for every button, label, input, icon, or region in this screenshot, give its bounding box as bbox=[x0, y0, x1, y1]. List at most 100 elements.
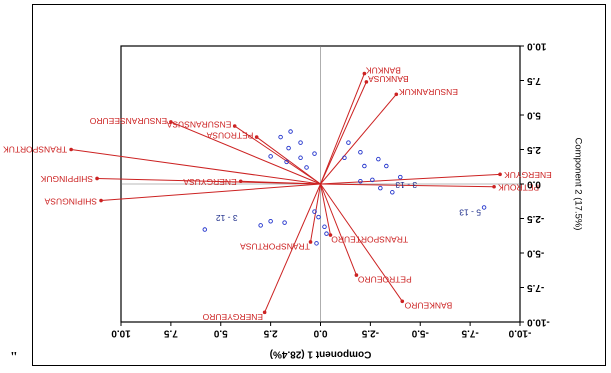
observation-point bbox=[202, 227, 208, 232]
chart-frame bbox=[32, 4, 606, 366]
observation-point bbox=[268, 154, 273, 159]
observation-point bbox=[481, 205, 487, 210]
loading-label-bankusa: BANKUSA bbox=[368, 74, 409, 84]
loading-vector-transportuk bbox=[71, 149, 321, 185]
x-tick-label: -2.5 bbox=[361, 327, 379, 338]
observation-point bbox=[314, 241, 319, 246]
y-tick-label: -2.5 bbox=[527, 213, 545, 224]
y-tick-label: -7.5 bbox=[527, 282, 545, 293]
loading-vector-bankuk bbox=[320, 73, 365, 185]
x-axis-label: Component 1 (28.4%) bbox=[270, 348, 372, 359]
x-tick-label: 7.5 bbox=[163, 327, 177, 338]
observation-point bbox=[324, 231, 329, 236]
x-tick-label: 2.5 bbox=[263, 327, 277, 338]
loading-tip-petrouk bbox=[492, 184, 496, 189]
loading-vector-petrousa bbox=[256, 136, 321, 185]
y-tick-label: 5.0 bbox=[527, 109, 541, 120]
loading-tip-bankusa bbox=[364, 80, 369, 84]
loading-tip-bankeuro bbox=[400, 299, 405, 304]
loading-tip-ensuransusa bbox=[232, 124, 237, 128]
loading-vector-shipingusa bbox=[101, 183, 321, 202]
observation-point bbox=[282, 220, 287, 225]
loading-tip-bankuk bbox=[362, 71, 367, 76]
x-tick-label: 5.0 bbox=[213, 327, 227, 338]
observation-point bbox=[304, 165, 309, 170]
loading-tip-transportusa bbox=[308, 240, 313, 244]
loading-vector-transporteuro bbox=[320, 183, 331, 236]
observation-point bbox=[298, 140, 303, 145]
loading-label-energyuk: ENERGYUK bbox=[504, 170, 552, 180]
x-tick-label: -5.0 bbox=[411, 327, 429, 338]
x-tick-label: 0.0 bbox=[313, 327, 327, 338]
loading-vector-ensurankuk bbox=[320, 93, 397, 185]
observation-label-3: 3 - 12 bbox=[216, 213, 238, 223]
observation-point bbox=[312, 209, 317, 214]
observation-label-1: 3 - 13 bbox=[395, 180, 417, 190]
observation-point bbox=[384, 163, 389, 169]
y-tick-label: 10.0 bbox=[527, 40, 547, 51]
loading-vector-energyusa bbox=[240, 180, 321, 185]
y-tick-label: -5.0 bbox=[527, 247, 545, 258]
loading-label-transportusa: TRANSPORTUSA bbox=[240, 242, 310, 252]
loading-label-petrousa: PETROUSA bbox=[206, 130, 253, 140]
y-axis-label: Component 2 (17.5%) bbox=[572, 138, 583, 231]
loading-tip-petrousa bbox=[254, 135, 259, 139]
loading-label-ensuranseeuro: ENSURANSEEURO bbox=[89, 116, 167, 126]
observation-point bbox=[258, 223, 263, 228]
observation-point bbox=[298, 155, 303, 161]
loading-label-ensuransusa: ENSURANSUSA bbox=[166, 120, 231, 130]
loading-label-shippinguk: SHIPPINGUK bbox=[40, 174, 93, 184]
y-tick-label: 0.0 bbox=[527, 178, 541, 189]
loading-vector-energyuk bbox=[320, 173, 501, 185]
observation-point bbox=[398, 174, 403, 180]
x-tick-label: -10.0 bbox=[508, 327, 531, 338]
x-tick-label: 10.0 bbox=[111, 327, 131, 338]
observation-point bbox=[346, 140, 351, 145]
loading-label-petrouk: PETROUK bbox=[498, 183, 539, 193]
observation-point bbox=[288, 129, 293, 134]
y-tick-label: 2.5 bbox=[527, 144, 541, 155]
loading-label-energyeuro: ENERGYEURO bbox=[202, 312, 263, 322]
loading-tip-energyeuro bbox=[262, 310, 267, 315]
loading-vector-ensuranseeuro bbox=[170, 121, 321, 185]
loading-label-petroeuro: PETROEURO bbox=[357, 275, 411, 285]
loading-label-transportuk: TRANSPORTUK bbox=[3, 145, 67, 155]
loading-tip-petroeuro bbox=[354, 273, 359, 277]
y-tick-label: -10.0 bbox=[527, 316, 550, 327]
loading-tip-energyusa bbox=[238, 179, 243, 184]
observation-point bbox=[342, 155, 347, 161]
observation-point bbox=[278, 134, 283, 140]
loading-tip-ensurankuk bbox=[394, 92, 399, 97]
observation-point bbox=[378, 185, 383, 191]
loading-vector-petroeuro bbox=[320, 183, 357, 276]
observation-point bbox=[312, 151, 317, 156]
loading-label-bankeuro: BANKEURO bbox=[404, 300, 452, 310]
observation-point bbox=[316, 214, 321, 220]
observation-point bbox=[376, 156, 381, 162]
loading-vector-ensuransusa bbox=[234, 125, 321, 185]
loading-vector-bankusa bbox=[320, 81, 367, 185]
loading-tip-transportuk bbox=[69, 147, 73, 152]
loading-vector-energyeuro bbox=[264, 183, 321, 313]
observation-point bbox=[358, 178, 363, 184]
loading-label-transporteuro: TRANSPORTEURO bbox=[331, 235, 408, 245]
loading-vector-bankeuro bbox=[320, 183, 403, 302]
loading-tip-ensuranseeuro bbox=[169, 120, 173, 124]
loading-tip-shippinguk bbox=[95, 176, 99, 181]
observation-point bbox=[268, 219, 273, 224]
observation-point bbox=[322, 224, 327, 230]
observation-point bbox=[286, 145, 291, 151]
observation-point bbox=[362, 163, 367, 169]
x-tick-label: -7.5 bbox=[461, 327, 479, 338]
loading-tip-transporteuro bbox=[328, 233, 333, 237]
loading-tip-energyuk bbox=[498, 172, 502, 177]
observation-point bbox=[390, 190, 395, 195]
loading-tip-shipingusa bbox=[99, 198, 103, 203]
observation-label-2: 5 - 13 bbox=[459, 207, 481, 217]
observation-point bbox=[358, 150, 363, 155]
loading-label-energyusa: ENERGYUSA bbox=[183, 177, 237, 187]
loading-label-shipingusa: SHIPINGUSA bbox=[44, 197, 97, 207]
loading-label-bankuk: BANKUK bbox=[366, 66, 401, 76]
observation-point bbox=[284, 159, 289, 165]
